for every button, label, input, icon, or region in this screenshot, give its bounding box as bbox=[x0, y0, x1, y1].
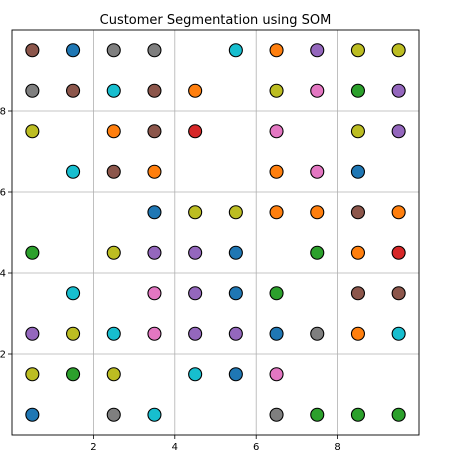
data-point-gray bbox=[106, 43, 121, 58]
data-point-purple bbox=[391, 124, 406, 139]
data-point-green bbox=[25, 245, 40, 260]
data-point-orange bbox=[269, 43, 284, 58]
data-point-blue bbox=[228, 367, 243, 382]
data-point-red bbox=[188, 124, 203, 139]
data-point-gray bbox=[106, 407, 121, 422]
data-point-cyan bbox=[147, 407, 162, 422]
data-point-brown bbox=[25, 43, 40, 58]
data-point-green bbox=[350, 407, 366, 422]
data-point-gray bbox=[269, 407, 284, 422]
data-point-orange bbox=[310, 205, 325, 220]
data-point-purple bbox=[147, 245, 162, 260]
data-point-brown bbox=[66, 83, 81, 98]
data-point-olive bbox=[228, 205, 243, 220]
axis-ticks: 2 4 6 8 2 4 6 8 bbox=[0, 107, 341, 454]
x-tick-label: 6 bbox=[253, 442, 259, 453]
data-point-orange bbox=[188, 83, 203, 98]
data-points bbox=[25, 43, 406, 422]
y-tick-label: 2 bbox=[0, 350, 6, 361]
data-point-olive bbox=[66, 326, 81, 341]
data-point-green bbox=[350, 83, 366, 98]
data-point-purple bbox=[188, 286, 203, 301]
data-point-cyan bbox=[106, 326, 121, 341]
data-point-olive bbox=[269, 83, 284, 98]
data-point-brown bbox=[147, 124, 162, 139]
data-point-cyan bbox=[106, 83, 121, 98]
data-point-green bbox=[269, 286, 284, 301]
data-point-green bbox=[310, 407, 325, 422]
data-point-brown bbox=[106, 164, 121, 179]
data-point-orange bbox=[147, 164, 162, 179]
data-point-olive bbox=[391, 43, 406, 58]
data-point-orange bbox=[269, 164, 284, 179]
data-point-cyan bbox=[391, 326, 406, 341]
data-point-purple bbox=[25, 326, 40, 341]
data-point-purple bbox=[228, 326, 243, 341]
data-point-pink bbox=[147, 326, 162, 341]
data-point-blue bbox=[228, 286, 243, 301]
data-point-cyan bbox=[228, 43, 243, 58]
data-point-olive bbox=[25, 124, 40, 139]
data-point-orange bbox=[106, 124, 121, 139]
y-tick-label: 8 bbox=[0, 107, 6, 118]
data-point-orange bbox=[391, 205, 406, 220]
data-point-green bbox=[310, 245, 325, 260]
data-point-cyan bbox=[66, 286, 81, 301]
data-point-orange bbox=[350, 326, 366, 341]
data-point-purple bbox=[391, 83, 406, 98]
data-point-blue bbox=[25, 407, 40, 422]
data-point-blue bbox=[350, 164, 366, 179]
data-point-brown bbox=[350, 205, 366, 220]
data-point-purple bbox=[310, 43, 325, 58]
data-point-blue bbox=[269, 326, 284, 341]
data-point-brown bbox=[391, 286, 406, 301]
y-tick-label: 6 bbox=[0, 188, 6, 199]
x-tick-label: 8 bbox=[334, 442, 340, 453]
data-point-red bbox=[391, 245, 406, 260]
data-point-pink bbox=[147, 286, 162, 301]
data-point-blue bbox=[147, 205, 162, 220]
data-point-olive bbox=[106, 367, 121, 382]
data-point-cyan bbox=[188, 367, 203, 382]
grid-lines bbox=[12, 30, 419, 435]
chart-title: Customer Segmentation using SOM bbox=[100, 13, 332, 28]
data-point-green bbox=[391, 407, 406, 422]
data-point-cyan bbox=[66, 164, 81, 179]
data-point-brown bbox=[147, 83, 162, 98]
data-point-pink bbox=[269, 367, 284, 382]
data-point-green bbox=[66, 367, 81, 382]
data-point-gray bbox=[25, 83, 40, 98]
y-tick-label: 4 bbox=[0, 269, 6, 280]
data-point-purple bbox=[188, 326, 203, 341]
data-point-olive bbox=[350, 43, 366, 58]
data-point-olive bbox=[350, 124, 366, 139]
data-point-olive bbox=[106, 245, 121, 260]
data-point-purple bbox=[188, 245, 203, 260]
data-point-blue bbox=[228, 245, 243, 260]
data-point-blue bbox=[66, 43, 81, 58]
data-point-olive bbox=[188, 205, 203, 220]
data-point-pink bbox=[269, 124, 284, 139]
data-point-orange bbox=[350, 245, 366, 260]
x-tick-label: 4 bbox=[172, 442, 178, 453]
data-point-brown bbox=[350, 286, 366, 301]
data-point-gray bbox=[310, 326, 325, 341]
data-point-gray bbox=[147, 43, 162, 58]
data-point-olive bbox=[25, 367, 40, 382]
data-point-pink bbox=[310, 164, 325, 179]
data-point-pink bbox=[310, 83, 325, 98]
data-point-orange bbox=[269, 205, 284, 220]
x-tick-label: 2 bbox=[90, 442, 96, 453]
axes-frame bbox=[11, 29, 420, 436]
